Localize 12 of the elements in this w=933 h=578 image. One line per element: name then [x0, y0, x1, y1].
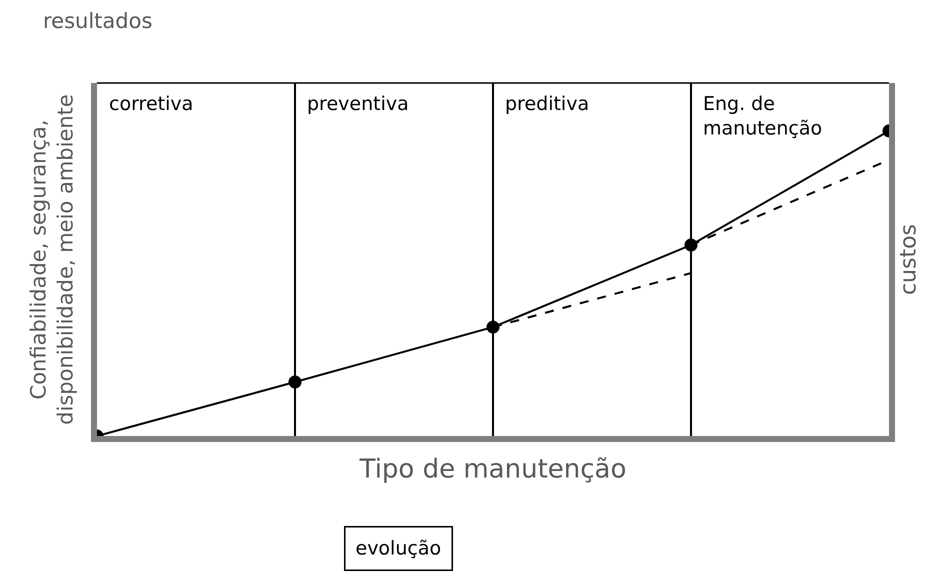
text: preditiva	[505, 93, 590, 115]
y-axis-title: Confiabilidade, segurança, disponibilidade, meio ambiente	[26, 94, 78, 425]
x-axis-title: Tipo de manutenção	[358, 454, 626, 485]
text: preventiva	[307, 93, 409, 115]
text: corretiva	[109, 93, 194, 115]
point	[288, 376, 302, 388]
annotation: Eng. de manutenção	[703, 93, 822, 140]
y2-axis-title: custos	[896, 224, 922, 296]
text: resultados	[43, 9, 152, 33]
point	[486, 320, 500, 334]
text: evolução	[356, 538, 442, 560]
point	[684, 238, 698, 252]
